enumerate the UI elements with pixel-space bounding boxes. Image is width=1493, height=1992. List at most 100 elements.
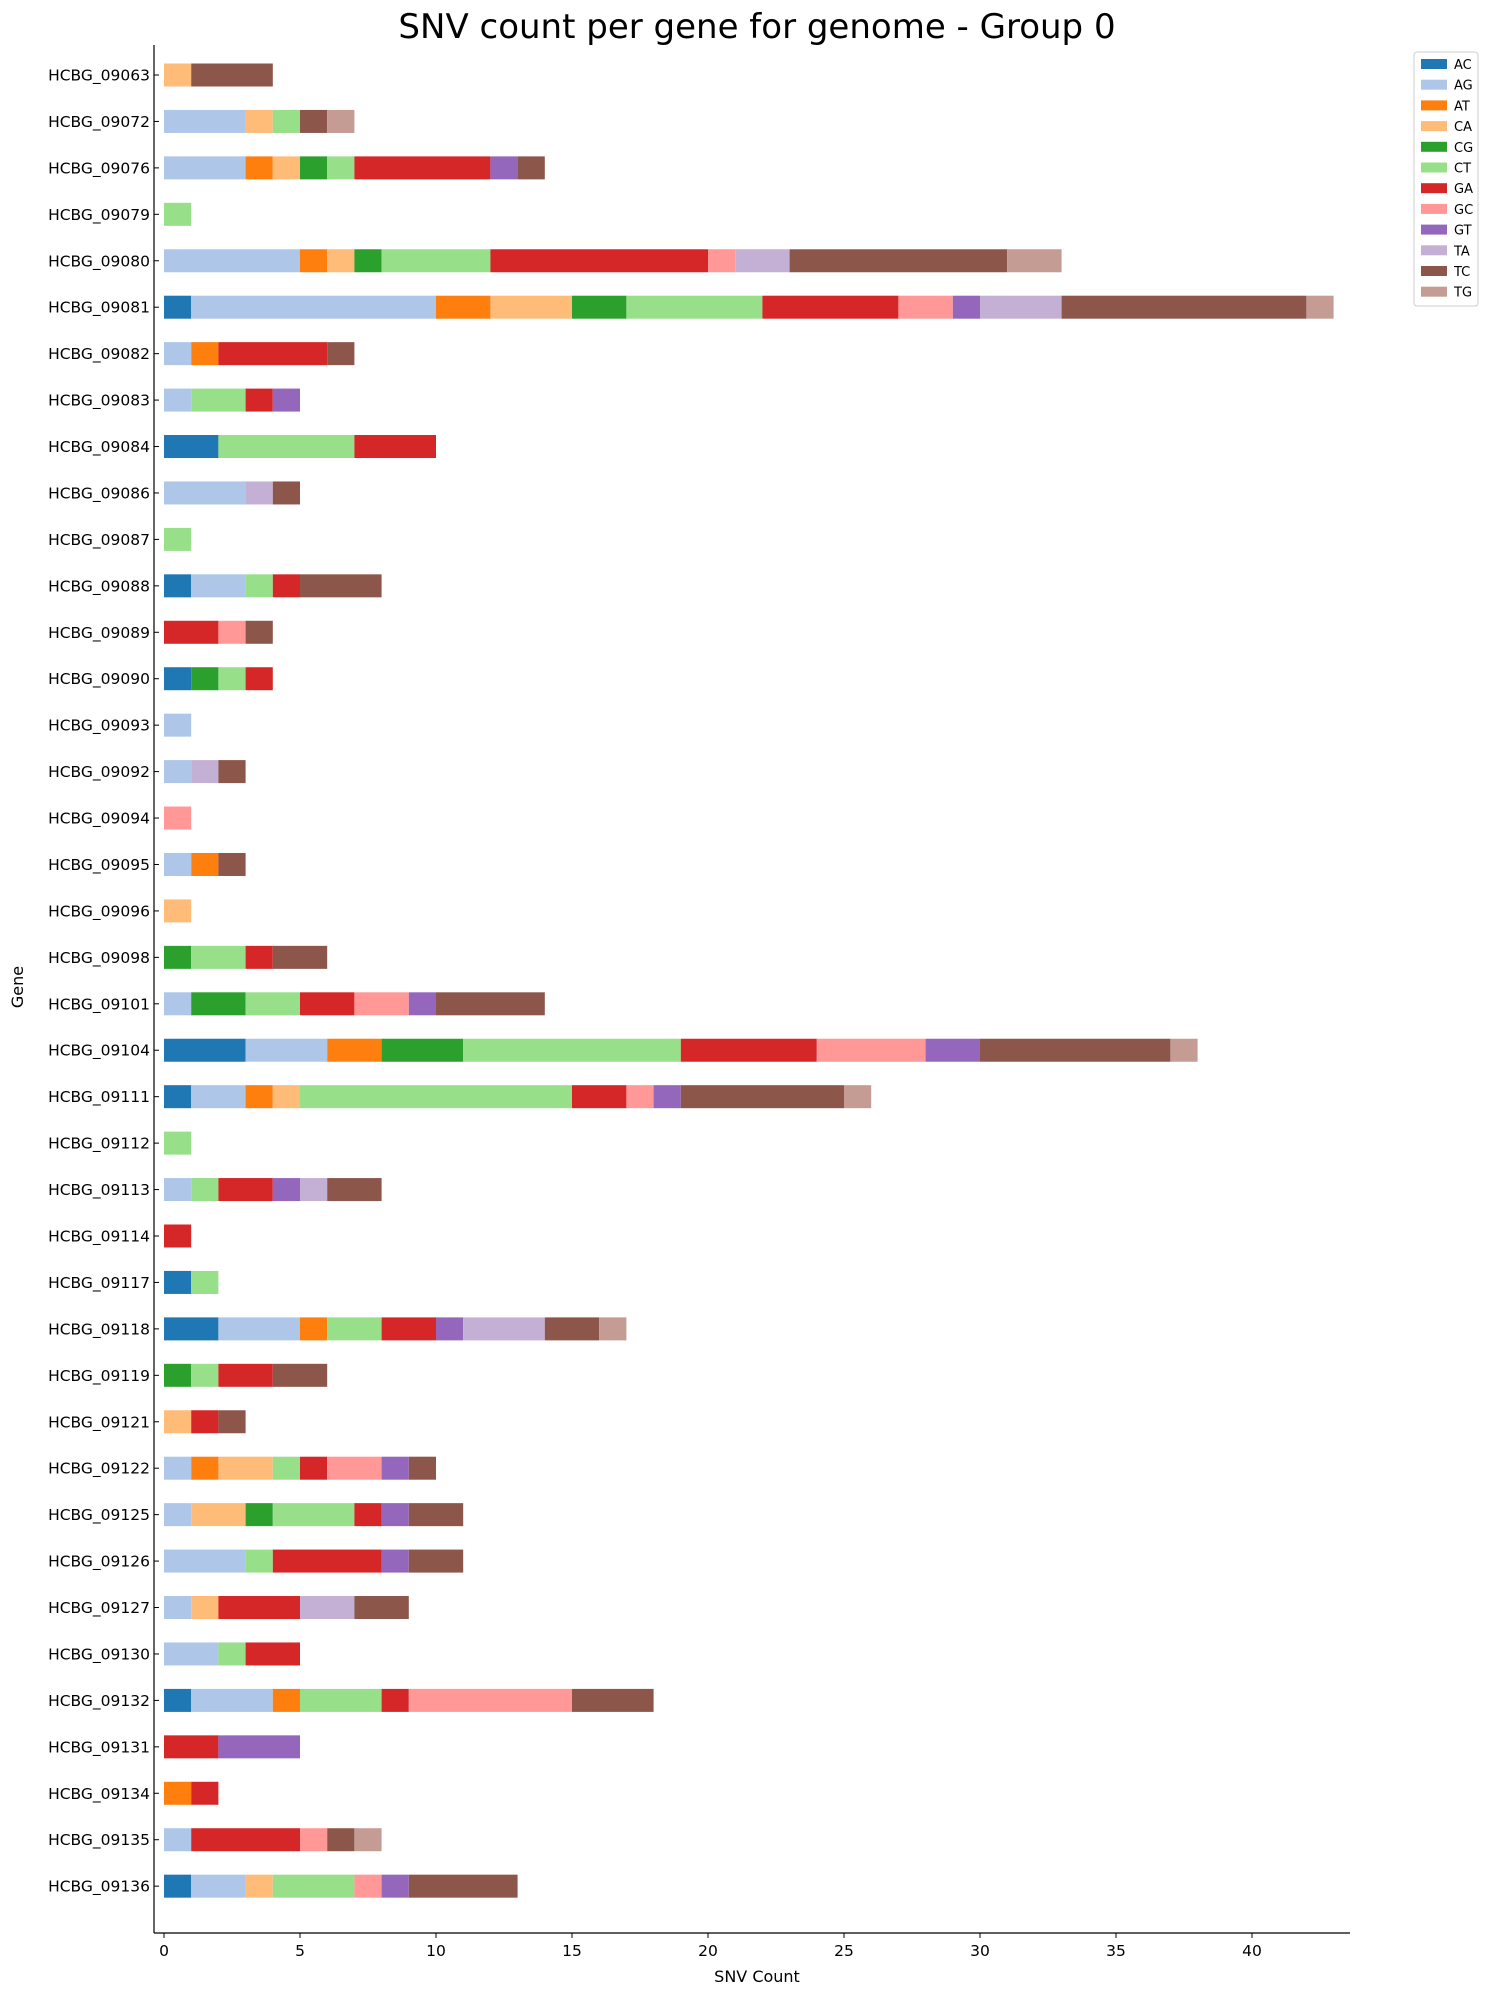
bar-segment-gc: [354, 1874, 382, 1898]
bar-segment-tc: [218, 1410, 246, 1434]
bar-segment-ag: [191, 1874, 246, 1898]
y-tick-label: HCBG_09119: [48, 1367, 150, 1386]
bar-segment-ga: [272, 574, 300, 598]
bar-segment-ct: [327, 156, 355, 180]
legend-swatch-at: [1421, 100, 1447, 111]
bar-segment-ca: [272, 1085, 300, 1109]
bar-segment-tc: [789, 249, 1008, 273]
bar-segment-tg: [1306, 295, 1334, 319]
y-tick-label: HCBG_09114: [48, 1228, 150, 1247]
y-tick-label: HCBG_09090: [48, 670, 150, 689]
y-axis-label: Gene: [8, 966, 27, 1008]
bar-segment-cg: [300, 156, 328, 180]
bar-segment-ct: [191, 1270, 219, 1294]
bar-segment-ag: [164, 1549, 246, 1573]
bar-segment-ac: [164, 435, 219, 459]
y-tick-label: HCBG_09087: [48, 531, 150, 550]
bar-segment-tc: [544, 1317, 600, 1341]
bar-segment-ca: [191, 1503, 246, 1527]
bar-segment-ag: [245, 1038, 328, 1062]
bar-segment-ag: [164, 156, 246, 180]
bar-segment-ga: [164, 620, 219, 644]
bar-segment-ga: [490, 249, 708, 273]
bar-segment-ct: [327, 1317, 382, 1341]
legend-label-gc: GC: [1454, 203, 1473, 218]
y-tick-label: HCBG_09095: [48, 856, 150, 875]
y-tick-label: HCBG_09130: [48, 1645, 150, 1664]
bar-segment-ta: [980, 295, 1062, 319]
legend-frame: [1413, 51, 1479, 307]
y-tick-label: HCBG_09131: [48, 1738, 150, 1757]
bar-segment-ac: [164, 295, 192, 319]
bar-segment-gc: [626, 1085, 654, 1109]
legend-label-ga: GA: [1454, 182, 1473, 197]
bar-segment-ga: [572, 1085, 627, 1109]
bar-segment-ta: [191, 760, 219, 784]
bar-segment-ta: [300, 1178, 328, 1202]
legend-swatch-gt: [1421, 224, 1447, 235]
bar-segment-tg: [844, 1085, 872, 1109]
y-tick-label: HCBG_09127: [48, 1599, 150, 1618]
bar-segment-tc: [245, 620, 273, 644]
bar-segment-ga: [680, 1038, 817, 1062]
bar-segment-ct: [300, 1688, 382, 1712]
bar-segment-tc: [408, 1874, 518, 1898]
x-axis-label: SNV Count: [714, 1967, 800, 1986]
bar-segment-tg: [1170, 1038, 1198, 1062]
bar-segment-ag: [218, 1317, 300, 1341]
bar-segment-ga: [218, 1363, 273, 1387]
bar-segment-ca: [164, 63, 192, 87]
legend-label-cg: CG: [1454, 141, 1473, 156]
x-tick-label: 40: [1242, 1942, 1262, 1960]
bar-segment-tg: [354, 1828, 382, 1852]
bar-segment-tc: [300, 109, 328, 133]
legend-label-ac: AC: [1454, 58, 1472, 73]
legend: AC AG AT CA CG CT GA GC GT TA TC TG: [1413, 51, 1479, 307]
bar-segment-ct: [245, 574, 273, 598]
bar-segment-ag: [191, 1085, 246, 1109]
bar-segment-ga: [191, 1410, 219, 1434]
bar-segment-ca: [164, 899, 192, 923]
bar-segment-cg: [164, 945, 192, 969]
legend-swatch-ag: [1421, 79, 1447, 90]
bar-segment-ct: [164, 1131, 192, 1155]
bar-segment-ct: [191, 1178, 219, 1202]
x-axis-ticks: 0 5 10 15 20 25 30 35 40: [159, 1933, 1262, 1960]
bar-segment-ag: [164, 109, 246, 133]
legend-swatch-gc: [1421, 203, 1447, 214]
y-tick-label: HCBG_09134: [48, 1785, 150, 1804]
y-tick-label: HCBG_09096: [48, 902, 150, 921]
bar-segment-gt: [653, 1085, 681, 1109]
bar-segment-ag: [164, 713, 192, 737]
bar-segment-ag: [164, 342, 192, 366]
y-tick-label: HCBG_09126: [48, 1553, 150, 1572]
x-tick-label: 25: [834, 1942, 854, 1960]
bar-segment-ga: [164, 1735, 219, 1759]
x-tick-label: 30: [970, 1942, 990, 1960]
bar-segment-ga: [218, 342, 328, 366]
y-tick-label: HCBG_09063: [48, 67, 150, 86]
bar-segment-at: [300, 249, 328, 273]
y-tick-label: HCBG_09111: [48, 1088, 150, 1107]
x-tick-label: 10: [426, 1942, 446, 1960]
bar-segment-cg: [245, 1503, 273, 1527]
bar-segment-tc: [680, 1085, 844, 1109]
legend-swatch-ca: [1421, 121, 1447, 132]
y-tick-label: HCBG_09081: [48, 299, 150, 318]
bar-segment-tg: [599, 1317, 627, 1341]
bar-segment-ag: [164, 388, 192, 412]
y-tick-label: HCBG_09117: [48, 1274, 150, 1293]
bar-segment-ag: [164, 760, 192, 784]
bar-segment-tc: [517, 156, 545, 180]
y-tick-label: HCBG_09094: [48, 810, 150, 829]
bar-segment-at: [191, 342, 219, 366]
bar-segment-ga: [300, 1456, 328, 1480]
y-tick-label: HCBG_09083: [48, 392, 150, 411]
bar-segment-tc: [272, 481, 300, 505]
bar-segment-gc: [354, 992, 409, 1016]
bar-segment-tc: [980, 1038, 1171, 1062]
bar-segment-ag: [164, 992, 192, 1016]
bar-segment-gt: [952, 295, 980, 319]
legend-label-ta: TA: [1453, 244, 1470, 259]
